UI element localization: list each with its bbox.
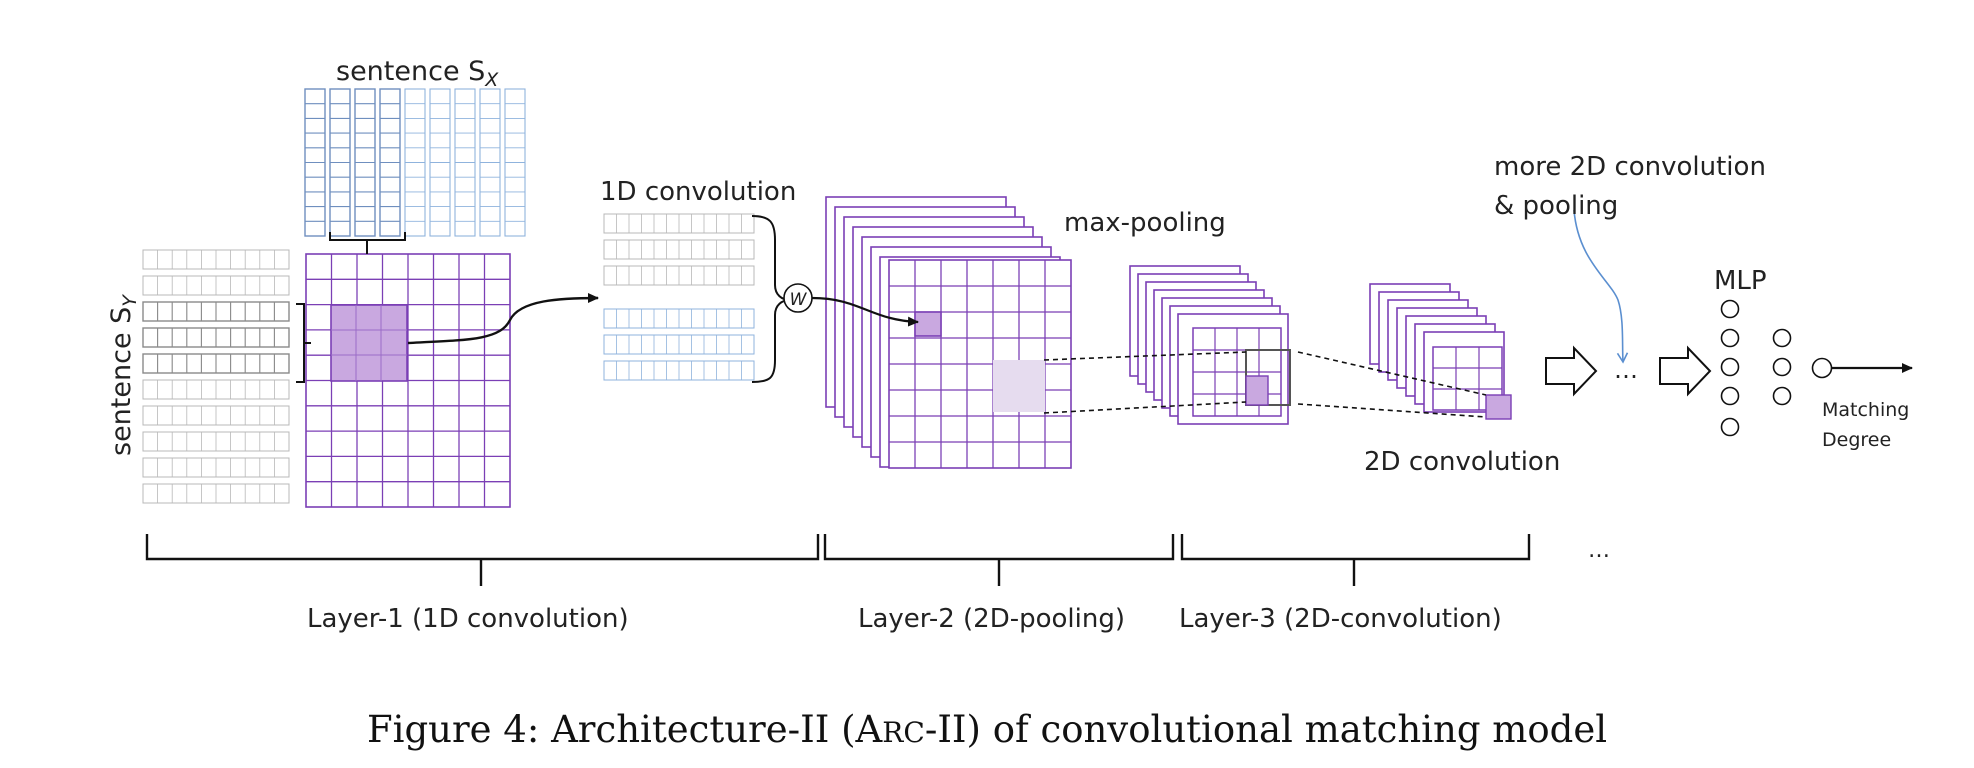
- conv1d-output-blue: [603, 308, 755, 329]
- sentence-y-word: [142, 379, 290, 400]
- conv1d-output-gray-lines: [616, 214, 742, 233]
- conv1d-arrow: [407, 293, 599, 345]
- sentence-x-word-lines: [380, 103, 400, 222]
- conv2d-grid-lines: [1433, 347, 1502, 410]
- figure-caption: Figure 4: Architecture-II (ARC-II) of co…: [367, 708, 1607, 751]
- sentence-y-word-lines: [157, 406, 275, 425]
- sentence-y-word-lines: [157, 250, 275, 269]
- sentence-x-word: [479, 88, 501, 237]
- weight-label: W: [790, 290, 808, 310]
- conv1d-output-blue-lines: [616, 335, 742, 354]
- conv2d-cell: [1485, 394, 1512, 420]
- sentence-y-word: [142, 405, 290, 426]
- conv1d-output-blue: [603, 334, 755, 355]
- sentence-x-word-lines: [405, 103, 425, 222]
- sentence-x-word-lines: [455, 103, 475, 222]
- more-conv-arrow: [1573, 209, 1629, 364]
- sentence-y-word-lines: [157, 354, 275, 373]
- layer2-cell: [914, 311, 942, 337]
- layer2-pool-window: [993, 360, 1045, 412]
- caption-prefix: Figure 4: Architecture-II (A: [367, 708, 884, 751]
- conv1d-output-blue-lines: [616, 309, 742, 328]
- more-conv-label-2: & pooling: [1494, 191, 1618, 221]
- conv1d-output-gray: [603, 239, 755, 260]
- pooling-dash-bottom: [1043, 401, 1247, 414]
- sentence-x-label: sentence SX: [336, 56, 499, 91]
- sentence-x-sub: X: [484, 69, 499, 91]
- sentence-x-word-lines: [480, 103, 500, 222]
- sentence-x-word: [304, 88, 326, 237]
- sentence-y-word-lines: [157, 302, 275, 321]
- conv2d-dash-bottom: [1297, 403, 1487, 418]
- more-conv-label: more 2D convolution: [1494, 152, 1766, 182]
- caption-smallcaps: RC: [882, 716, 925, 749]
- layer-2-label: Layer-2 (2D-pooling): [858, 604, 1125, 634]
- sentence-x-word: [404, 88, 426, 237]
- sentence-x-word: [504, 88, 526, 237]
- caption-suffix: -II) of convolutional matching model: [925, 708, 1607, 751]
- sentence-y-word: [142, 275, 290, 296]
- sentence-y-word: [142, 353, 290, 374]
- sentence-y-word: [142, 457, 290, 478]
- sentence-y-word-lines: [157, 276, 275, 295]
- sentence-y-word-lines: [157, 328, 275, 347]
- sentence-x-word: [429, 88, 451, 237]
- sentence-y-word-lines: [157, 432, 275, 451]
- sentence-y-word: [142, 483, 290, 504]
- sentence-y-sub: Y: [119, 294, 141, 307]
- degree-label: Degree: [1822, 429, 1891, 451]
- layer-3-label: Layer-3 (2D-convolution): [1179, 604, 1502, 634]
- sentence-x-word: [454, 88, 476, 237]
- sentence-x-word: [354, 88, 376, 237]
- sentence-y-word: [142, 431, 290, 452]
- conv1d-output-gray-lines: [616, 266, 742, 285]
- sentence-x-word-lines: [305, 103, 325, 222]
- conv1d-output-gray-lines: [616, 240, 742, 259]
- sentence-y-word: [142, 249, 290, 270]
- sentence-y-label: sentence SY: [106, 294, 141, 456]
- sentence-x-bracket: [329, 232, 406, 254]
- layer-2-bracket: [823, 534, 1175, 586]
- layer3-cell: [1245, 375, 1269, 406]
- conv1d-output-gray: [603, 265, 755, 286]
- conv1d-output-blue-lines: [616, 361, 742, 380]
- sentence-x-word-lines: [505, 103, 525, 222]
- weight-arrow: [811, 296, 919, 327]
- sentence-x-word-lines: [355, 103, 375, 222]
- sentence-x-word-lines: [430, 103, 450, 222]
- layer-3-bracket: [1180, 534, 1531, 586]
- layer-1-bracket: [145, 534, 820, 586]
- flow-ellipsis: …: [1614, 356, 1638, 384]
- sentence-x-text: sentence S: [336, 56, 485, 87]
- sentence-x-word: [379, 88, 401, 237]
- conv1d-label: 1D convolution: [600, 177, 796, 207]
- conv1d-output-blue: [603, 360, 755, 381]
- layer-1-label: Layer-1 (1D convolution): [307, 604, 629, 634]
- layer1-window-lines: [331, 305, 407, 381]
- sentence-x-word-lines: [330, 103, 350, 222]
- sentence-y-word-lines: [157, 458, 275, 477]
- conv2d-label: 2D convolution: [1364, 447, 1560, 477]
- mlp-network: [1720, 299, 1833, 437]
- flow-arrow-1: [1545, 345, 1598, 397]
- sentence-x-word: [329, 88, 351, 237]
- mlp-label: MLP: [1714, 266, 1767, 296]
- sentence-y-bracket: [296, 303, 311, 383]
- conv1d-output-gray: [603, 213, 755, 234]
- max-pooling-label: max-pooling: [1064, 208, 1226, 238]
- layers-ellipsis: …: [1588, 538, 1610, 563]
- sentence-y-word-lines: [157, 484, 275, 503]
- layer3-grid-lines: [1193, 328, 1281, 416]
- flow-arrow-2: [1659, 345, 1712, 397]
- layer1-window: [330, 304, 408, 382]
- matching-label: Matching: [1822, 399, 1909, 421]
- sentence-y-word: [142, 327, 290, 348]
- sentence-y-text: sentence S: [106, 307, 137, 456]
- sentence-y-word-lines: [157, 380, 275, 399]
- pooling-dash-top: [1043, 351, 1247, 361]
- sentence-y-word: [142, 301, 290, 322]
